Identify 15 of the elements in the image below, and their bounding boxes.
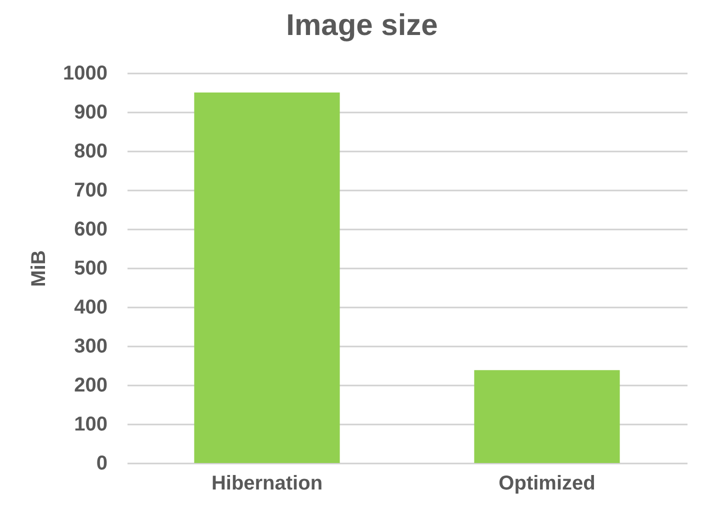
y-tick-label: 500 <box>74 258 108 280</box>
y-tick-label: 900 <box>74 102 108 124</box>
y-tick-label: 100 <box>74 414 108 436</box>
x-tick-label: Hibernation <box>211 472 323 494</box>
y-tick-label: 300 <box>74 336 108 358</box>
y-tick-label: 600 <box>74 218 108 240</box>
y-axis-title: MiB <box>28 250 50 287</box>
y-tick-label: 700 <box>74 180 108 202</box>
chart-title: Image size <box>286 9 438 42</box>
x-tick-label: Optimized <box>498 472 596 494</box>
y-tick-label: 1000 <box>63 62 108 84</box>
y-tick-label: 0 <box>96 452 108 474</box>
y-tick-label: 800 <box>74 140 108 162</box>
y-tick-label: 400 <box>74 296 108 318</box>
y-tick-label: 200 <box>74 374 108 396</box>
